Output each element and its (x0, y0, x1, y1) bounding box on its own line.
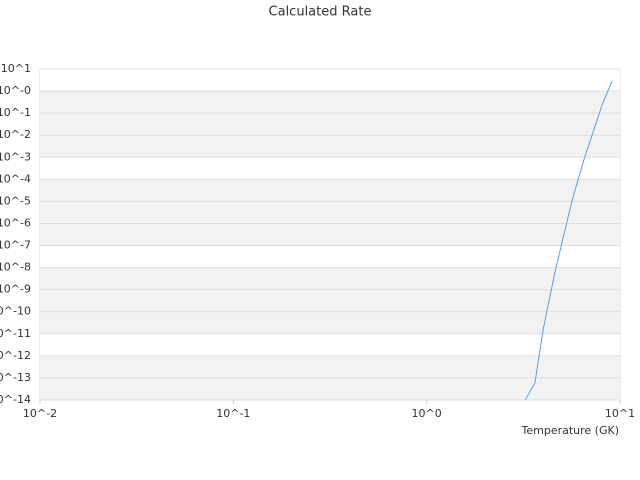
y-tick-label: 10^-8 (0, 261, 31, 274)
grid-band (40, 289, 620, 312)
grid-band (40, 267, 620, 290)
grid-band (40, 311, 620, 334)
grid (40, 68, 620, 401)
x-tick-label: 10^-2 (23, 407, 57, 420)
y-tick-label: 10^-4 (0, 172, 31, 185)
y-tick-label: 10^-0 (0, 84, 31, 97)
grid-band (40, 69, 620, 92)
x-tick-label: 10^1 (605, 407, 635, 420)
grid-band (40, 179, 620, 202)
y-tick-label: 10^-3 (0, 150, 31, 163)
y-tick-label: 10^-9 (0, 283, 31, 296)
y-tick-label: 10^-14 (0, 393, 31, 406)
grid-band (40, 91, 620, 114)
y-tick-label: 10^1 (1, 62, 31, 75)
y-tick-label: 10^-12 (0, 349, 31, 362)
chart-title: Calculated Rate (269, 5, 372, 20)
grid-band (40, 333, 620, 356)
x-tick-label: 10^0 (412, 407, 442, 420)
y-tick-label: 10^-2 (0, 128, 31, 141)
y-tick-label: 10^-6 (0, 216, 31, 229)
data-line (524, 80, 613, 400)
y-tick-label: 10^-1 (0, 106, 31, 119)
x-axis-label: Temperature (GK) (521, 424, 620, 437)
y-tick-label: 10^-7 (0, 239, 31, 252)
grid-band (40, 377, 620, 400)
y-tick-label: 10^-10 (0, 305, 31, 318)
grid-band (40, 223, 620, 246)
grid-bands (39, 68, 621, 401)
grid-band (40, 245, 620, 268)
y-tick-label: 10^-13 (0, 371, 31, 384)
y-tick-label: 10^-11 (0, 327, 31, 340)
grid-band (40, 355, 620, 378)
grid-band (40, 157, 620, 180)
x-tick-label: 10^-1 (216, 407, 250, 420)
grid-band (40, 201, 620, 224)
y-tick-label: 10^-5 (0, 194, 31, 207)
grid-band (40, 113, 620, 136)
grid-band (40, 135, 620, 158)
